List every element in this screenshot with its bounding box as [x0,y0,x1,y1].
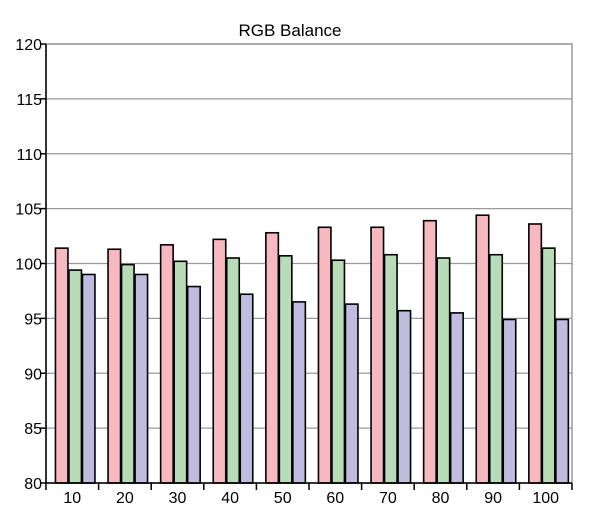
bar-series1-90 [475,214,490,484]
y-tick-label-115: 115 [16,92,42,109]
bar-series2-30 [173,260,188,484]
y-tick-label-110: 110 [16,147,42,164]
bar-series1-20 [107,248,122,484]
y-tick-label-120: 120 [15,37,42,54]
x-tick-label-60: 60 [326,490,344,507]
bar-series1-70 [370,226,385,484]
x-tick-label-90: 90 [484,490,502,507]
y-tick-labels: 80 85 90 95 100 105 110 115 120 [15,37,42,493]
x-tick-label-70: 70 [379,490,397,507]
bar-series3-10 [81,273,96,484]
bar-series1-10 [54,247,69,484]
y-tick-label-90: 90 [24,366,42,383]
bar-series3-100 [555,318,570,484]
bar-series2-70 [383,253,398,484]
y-tick-label-95: 95 [24,311,42,328]
bar-series1-50 [265,231,280,484]
bar-series2-60 [331,259,346,484]
bars [54,214,570,484]
bar-series2-80 [436,257,451,484]
x-tick-label-80: 80 [432,490,450,507]
bar-series3-40 [239,293,254,484]
bar-series2-50 [278,255,293,484]
x-tick-label-30: 30 [169,490,187,507]
bar-series1-40 [212,238,227,484]
x-tick-label-20: 20 [116,490,134,507]
bar-series1-100 [528,223,543,484]
bar-series1-80 [422,219,437,484]
bar-series1-30 [159,244,174,484]
y-tick-label-105: 105 [15,202,42,219]
bar-series3-80 [449,312,464,484]
bar-series3-60 [344,303,359,484]
bar-series2-100 [541,247,556,484]
bar-series3-30 [186,285,201,484]
chart-title: RGB Balance [239,21,342,40]
bar-series2-20 [120,263,135,484]
x-tick-label-50: 50 [274,490,292,507]
bar-series3-50 [292,301,307,484]
x-tick-label-40: 40 [221,490,239,507]
x-tick-label-100: 100 [532,490,559,507]
x-tick-labels: 10 20 30 40 50 60 70 80 90 100 [63,490,559,507]
x-tick-label-10: 10 [63,490,81,507]
bar-series2-10 [68,269,83,484]
bar-series1-60 [317,226,332,484]
axes [40,43,573,490]
bar-series2-40 [225,257,241,484]
y-tick-label-80: 80 [24,476,42,493]
y-tick-label-100: 100 [15,257,42,274]
bar-series3-20 [134,273,149,484]
bar-series3-70 [397,309,412,484]
bar-series2-90 [488,253,504,484]
bar-series3-90 [502,318,517,484]
y-tick-label-85: 85 [24,421,42,438]
